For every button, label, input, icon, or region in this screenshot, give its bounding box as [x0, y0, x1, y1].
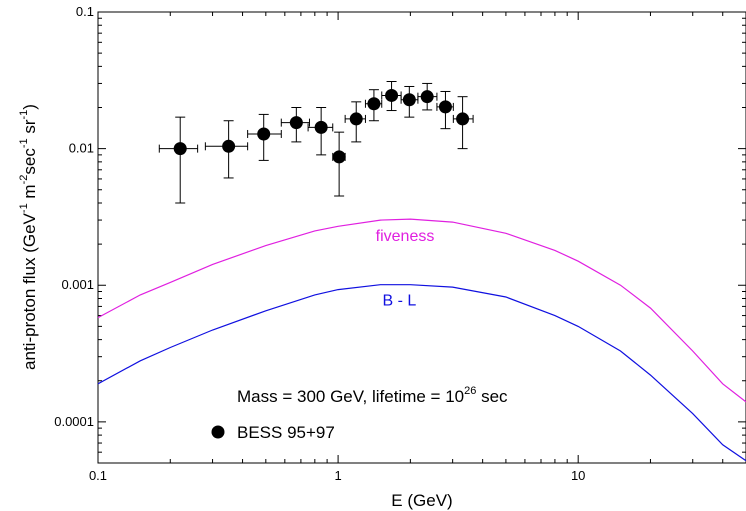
data-point	[364, 89, 383, 122]
series-label-fiveness: fiveness	[376, 228, 435, 245]
data-marker	[367, 97, 381, 111]
series-label-b-l: B - L	[382, 293, 416, 310]
x-tick-label: 10	[571, 468, 585, 483]
data-marker	[402, 93, 416, 107]
x-axis-title: E (GeV)	[391, 491, 452, 510]
data-marker	[438, 100, 452, 114]
data-marker	[385, 88, 399, 102]
data-point	[400, 85, 419, 118]
y-axis-title: anti-proton flux (GeV-1 m-2sec-1 sr-1)	[18, 104, 39, 370]
data-point	[332, 131, 346, 197]
data-point	[417, 82, 438, 111]
legend-label: BESS 95+97	[237, 423, 335, 442]
data-marker	[420, 90, 434, 104]
data-point	[381, 80, 402, 112]
series-line-fiveness	[97, 218, 746, 403]
data-point	[204, 120, 249, 179]
y-tick-label: 0.0001	[54, 414, 94, 429]
data-marker	[257, 127, 271, 141]
plot-frame	[97, 11, 746, 464]
series-curves	[97, 218, 746, 462]
axis-ticks: 0.1 1 10 0.1 0.01 0.001 0.0001	[54, 4, 746, 483]
data-point	[307, 106, 334, 156]
data-marker	[173, 142, 187, 156]
x-tick-label: 1	[334, 468, 341, 483]
x-tick-label: 0.1	[89, 468, 107, 483]
y-tick-label: 0.01	[69, 141, 94, 156]
y-tick-label: 0.1	[76, 4, 94, 19]
series-line-b-l	[97, 284, 746, 462]
data-marker	[222, 139, 236, 153]
data-marker	[456, 112, 470, 126]
data-marker	[289, 116, 303, 130]
y-tick-label: 0.001	[61, 277, 94, 292]
data-points	[158, 80, 474, 204]
data-point	[247, 113, 282, 161]
data-marker	[349, 112, 363, 126]
annotation-mass-lifetime: Mass = 300 GeV, lifetime = 1026 sec	[237, 385, 508, 406]
data-marker	[332, 150, 346, 164]
legend-marker	[211, 425, 225, 439]
data-point	[452, 96, 474, 150]
data-point	[158, 116, 199, 204]
data-point	[344, 101, 366, 143]
data-marker	[314, 120, 328, 134]
data-point	[436, 90, 454, 130]
data-point	[280, 106, 310, 143]
